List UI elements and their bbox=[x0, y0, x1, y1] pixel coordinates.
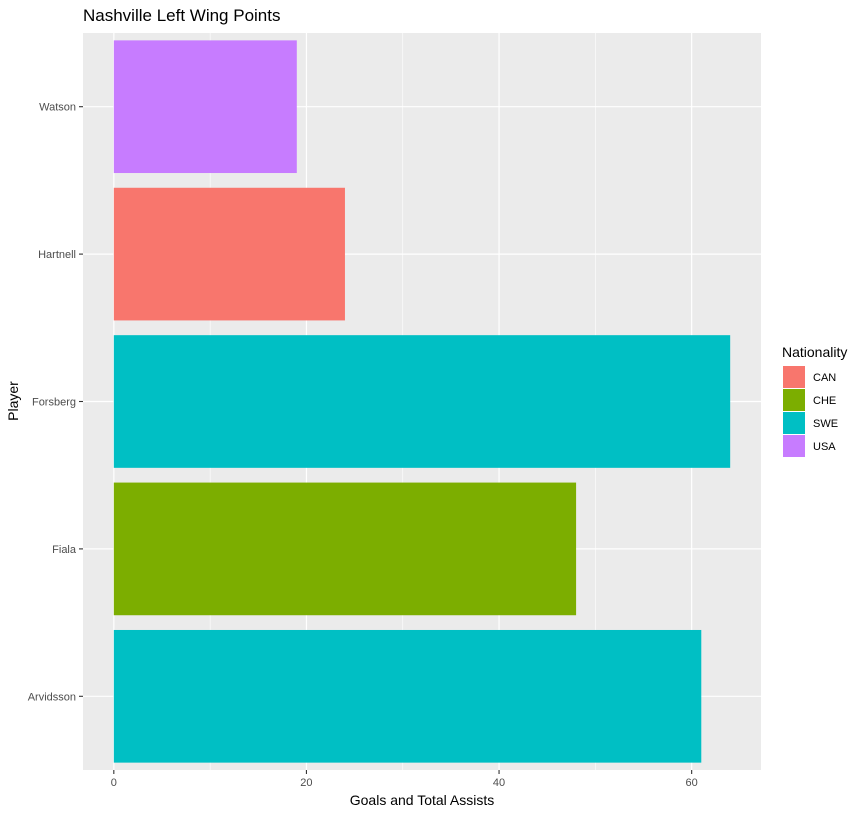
legend-label-che: CHE bbox=[813, 395, 836, 407]
bar-hartnell bbox=[113, 187, 345, 321]
chart-title: Nashville Left Wing Points bbox=[83, 6, 280, 25]
bar-arvidsson bbox=[113, 629, 702, 763]
legend-label-swe: SWE bbox=[813, 418, 838, 430]
x-tick-label: 0 bbox=[111, 777, 117, 789]
bar-watson bbox=[113, 40, 297, 174]
x-tick-label: 40 bbox=[493, 777, 505, 789]
bar-fiala bbox=[113, 482, 577, 616]
legend-swatch-usa bbox=[783, 435, 805, 457]
axes: Arvidsson Fiala Forsberg Hartnell Watson 0 20 4… bbox=[28, 102, 698, 789]
x-axis-title: Goals and Total Assists bbox=[350, 792, 494, 808]
bars bbox=[113, 40, 731, 763]
legend-label-can: CAN bbox=[813, 372, 836, 384]
y-tick-label: Arvidsson bbox=[28, 691, 76, 703]
y-axis-title: Player bbox=[5, 381, 21, 421]
legend-title: Nationality bbox=[782, 344, 847, 360]
y-tick-label: Hartnell bbox=[38, 249, 76, 261]
legend-items: CAN CHE SWE USA bbox=[783, 366, 838, 457]
legend-swatch-che bbox=[783, 389, 805, 411]
y-tick-label: Forsberg bbox=[32, 397, 76, 409]
legend-swatch-swe bbox=[783, 412, 805, 434]
y-tick-label: Watson bbox=[39, 102, 76, 114]
legend: Nationality CAN CHE SWE USA bbox=[782, 344, 847, 457]
x-tick-label: 60 bbox=[686, 777, 698, 789]
x-tick-label: 20 bbox=[300, 777, 312, 789]
legend-label-usa: USA bbox=[813, 441, 836, 453]
legend-swatch-can bbox=[783, 366, 805, 388]
bar-forsberg bbox=[113, 335, 731, 468]
y-tick-label: Fiala bbox=[52, 544, 77, 556]
